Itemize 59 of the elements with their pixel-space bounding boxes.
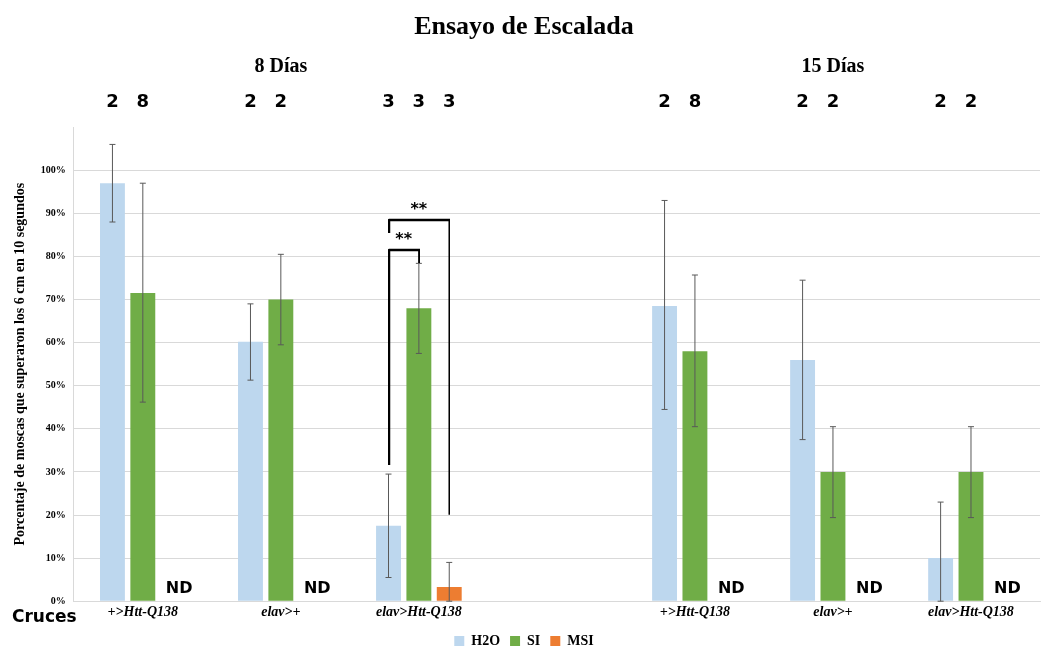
y-tick-label: 20% <box>45 508 66 520</box>
annotation: ** <box>394 229 414 249</box>
y-axis-title: Porcentaje de moscas que superaron los 6 cm en 10 segundos <box>12 182 28 546</box>
text: 2 <box>826 89 840 111</box>
annotation: ** <box>409 199 429 219</box>
text: 3 <box>442 89 456 111</box>
text: 2 <box>274 89 288 111</box>
bar <box>130 293 156 601</box>
text: 2 <box>244 89 257 111</box>
y-tick-label: 10% <box>45 551 66 563</box>
legend-label: MSI <box>567 632 594 648</box>
text: 3 <box>382 89 395 111</box>
text: 8 <box>136 89 150 111</box>
bar <box>238 341 263 601</box>
legend-label: H2O <box>471 632 501 648</box>
bar <box>958 471 984 601</box>
bar <box>652 306 678 601</box>
x-tick-label: elav>Htt-Q138 <box>376 604 462 620</box>
text: 15 Días <box>801 54 865 77</box>
bar <box>268 299 294 601</box>
y-tick-label: 0% <box>50 594 66 606</box>
x-tick-label: elav>+ <box>813 604 853 620</box>
text: Cruces <box>12 605 77 626</box>
text: 2 <box>796 89 809 111</box>
text: 2 <box>964 89 978 111</box>
bar <box>682 351 708 601</box>
legend-label: SI <box>527 632 541 648</box>
y-tick-label: 50% <box>45 379 66 391</box>
chart-title: Ensayo de Escalada <box>414 11 634 41</box>
x-tick-label: +>Htt-Q138 <box>659 604 731 620</box>
text: ND <box>165 578 193 598</box>
y-tick-label: 60% <box>45 336 66 348</box>
text: ND <box>994 578 1021 598</box>
text: 8 <box>688 89 702 111</box>
x-tick-label: +>Htt-Q138 <box>107 604 179 620</box>
text: 3 <box>412 89 426 111</box>
bar <box>406 308 432 601</box>
bar <box>790 359 816 601</box>
y-tick-label: 80% <box>45 250 66 262</box>
text: 8 Días <box>254 54 308 77</box>
text: ND <box>303 578 331 598</box>
bar <box>928 558 954 601</box>
bar <box>820 471 846 601</box>
text: 2 <box>934 89 947 111</box>
significance-bracket: ** <box>387 228 420 466</box>
y-tick-label: 30% <box>45 465 66 477</box>
bar <box>100 183 125 601</box>
x-tick-label: elav>+ <box>261 604 301 620</box>
x-tick-label: elav>Htt-Q138 <box>928 604 1014 620</box>
text: 2 <box>658 89 671 111</box>
text: ND <box>855 578 883 598</box>
y-tick-label: 100% <box>40 163 66 175</box>
y-tick-label: 40% <box>45 422 66 434</box>
y-tick-label: 70% <box>45 293 66 305</box>
text: ND <box>717 578 745 598</box>
bar <box>436 586 462 601</box>
y-tick-label: 90% <box>45 206 66 218</box>
bar <box>376 525 401 601</box>
text: 2 <box>106 89 119 111</box>
